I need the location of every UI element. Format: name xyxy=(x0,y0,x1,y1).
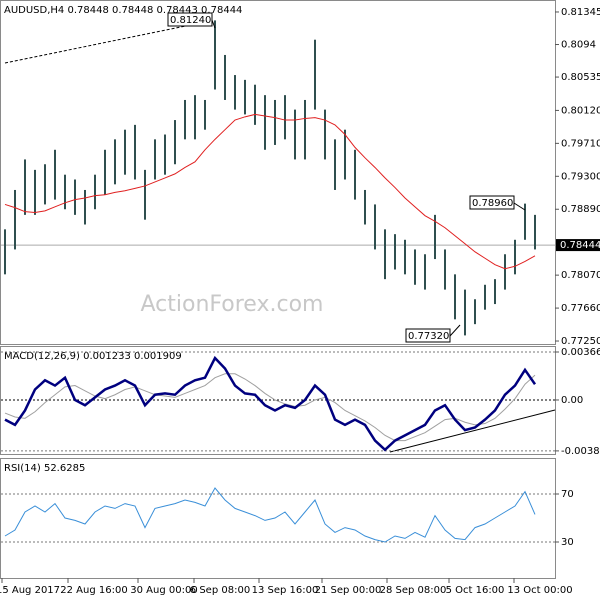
annotation: 0.77320 xyxy=(408,331,449,342)
y-tick-label: 0.8094 xyxy=(561,40,596,51)
panel-title: RSI(14) 52.6285 xyxy=(4,463,85,474)
series-line xyxy=(4,487,536,543)
x-tick-label: 22 Aug 16:00 xyxy=(60,585,127,596)
last-price-box xyxy=(556,239,600,252)
moving-average xyxy=(4,113,536,270)
x-tick-label: 13 Sep 16:00 xyxy=(252,585,319,596)
y-tick-label: 0.79710 xyxy=(561,138,600,149)
x-tick-label: 15 Aug 2017 xyxy=(0,585,60,596)
series-line xyxy=(4,355,537,452)
panel-title: MACD(12,26,9) 0.001233 0.001909 xyxy=(4,351,182,362)
y-tick-label: 0.77660 xyxy=(561,303,600,314)
macd-panel xyxy=(0,346,556,455)
y-tick-label: 0.003662 xyxy=(561,347,600,358)
x-tick-label: 30 Aug 00:00 xyxy=(130,585,197,596)
y-tick-label: 70 xyxy=(561,489,574,500)
y-tick-label: 0.78890 xyxy=(561,204,600,215)
rsi-panel xyxy=(0,458,556,579)
watermark: ActionForex.com xyxy=(141,292,324,317)
x-tick-label: 21 Sep 00:00 xyxy=(315,585,382,596)
annotation-box xyxy=(469,195,515,210)
annotation-leader xyxy=(513,202,526,211)
panel-title: AUDUSD,H4 0.78448 0.78448 0.78443 0.7844… xyxy=(4,5,242,16)
y-tick-label: 30 xyxy=(561,537,574,548)
annotation-box xyxy=(405,328,451,343)
y-tick-label: 0.00 xyxy=(561,395,583,406)
y-tick-label: 0.80535 xyxy=(561,72,600,83)
series-line xyxy=(4,373,536,442)
annotation-box xyxy=(167,12,213,27)
trend-line xyxy=(4,21,206,64)
last-price-label: 0.78444 xyxy=(560,240,600,251)
annotation: 0.81240 xyxy=(170,15,211,26)
y-tick-label: -0.003887 xyxy=(561,446,600,457)
y-tick-label: 0.79300 xyxy=(561,171,600,182)
y-tick-label: 0.78070 xyxy=(561,270,600,281)
x-tick-label: 28 Sep 08:00 xyxy=(380,585,447,596)
x-tick-label: 6 Sep 08:00 xyxy=(190,585,250,596)
y-tick-label: 0.77250 xyxy=(561,336,600,347)
y-tick-label: 0.80120 xyxy=(561,105,600,116)
price-panel xyxy=(0,0,556,345)
x-tick-label: 5 Oct 16:00 xyxy=(446,585,505,596)
trend-line xyxy=(389,409,556,453)
y-tick-label: 0.81345 xyxy=(561,7,600,18)
x-tick-label: 13 Oct 00:00 xyxy=(507,585,572,596)
annotation-leader xyxy=(449,324,461,337)
annotation: 0.78960 xyxy=(472,198,513,209)
